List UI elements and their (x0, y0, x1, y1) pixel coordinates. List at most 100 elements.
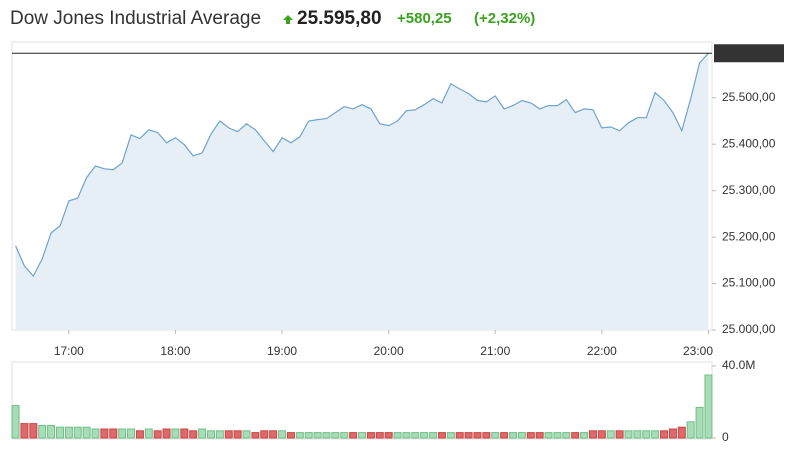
volume-bar (73, 426, 82, 439)
volume-bar (526, 432, 535, 439)
volume-bar (509, 432, 518, 439)
volume-bar (109, 428, 118, 439)
volume-bar (660, 430, 669, 439)
volume-bar (269, 430, 278, 439)
volume-bar (429, 432, 438, 439)
y-tick-label: 0 (722, 430, 729, 444)
volume-bar (82, 426, 91, 439)
y-tick-label: 40.0M (722, 358, 755, 372)
volume-bar (402, 432, 411, 439)
volume-bar (358, 432, 366, 439)
price: 25.595,80 (297, 8, 382, 29)
volume-bar (135, 430, 144, 439)
x-tick-label: 23:00 (683, 344, 713, 358)
x-tick-label: 17:00 (54, 344, 84, 358)
volume-bar (633, 430, 642, 439)
volume-bar (366, 432, 375, 439)
volume-bar (624, 430, 633, 439)
volume-bar (295, 432, 304, 439)
price-line (15, 52, 709, 278)
volume-bar (615, 430, 624, 439)
volume-bar (64, 426, 73, 439)
y-tick-label: 25.300,00 (722, 183, 776, 197)
volume-bar (242, 430, 251, 439)
x-tick-label: 20:00 (374, 344, 404, 358)
volume-bar (180, 428, 189, 439)
volume-bar (38, 424, 47, 439)
volume-bar (668, 428, 677, 439)
volume-bar (704, 374, 713, 439)
x-tick-label: 18:00 (160, 344, 190, 358)
volume-bar (482, 432, 491, 439)
title: Dow Jones Industrial Average (10, 8, 261, 29)
volume-bar (455, 432, 464, 439)
volume-bar (642, 430, 651, 439)
volume-bar (384, 432, 393, 439)
volume-bar (11, 405, 20, 439)
x-tick-label: 19:00 (267, 344, 297, 358)
volume-bar (473, 432, 482, 439)
volume-bar (606, 430, 615, 439)
change-percent: (+2,32%) (474, 10, 535, 27)
volume-bar (304, 432, 313, 439)
volume-bar (695, 406, 704, 439)
last-price-box (714, 44, 784, 63)
volume-bar (375, 432, 384, 439)
volume-bar (517, 432, 526, 439)
volume-bar (118, 428, 127, 439)
volume-bar (162, 428, 171, 439)
volume-bar (597, 430, 606, 439)
volume-bar (588, 430, 597, 439)
volume-bar (171, 428, 180, 439)
volume-bar (127, 428, 136, 439)
last-price-label: 25.595,80 (720, 46, 774, 60)
volume-bar (322, 432, 331, 439)
y-tick-label: 25.200,00 (722, 229, 776, 243)
volume-bar (437, 432, 446, 439)
volume-bar (446, 432, 455, 439)
volume-bar (260, 430, 269, 439)
volume-bar (224, 430, 233, 439)
volume-bar (278, 430, 287, 439)
y-tick-label: 25.400,00 (722, 136, 776, 150)
area-fill (15, 53, 709, 330)
volume-bar (313, 432, 322, 439)
x-tick-label: 21:00 (480, 344, 510, 358)
volume-bar (491, 432, 500, 439)
volume-bar (411, 432, 420, 439)
volume-bar (331, 432, 340, 439)
volume-bar (55, 426, 64, 439)
volume-bar (215, 430, 224, 439)
change: +580,25 (397, 10, 452, 27)
y-tick-label: 25.500,00 (722, 90, 776, 104)
volume-bar (393, 432, 402, 439)
volume-bar (91, 428, 100, 439)
volume-bar (29, 423, 38, 439)
x-tick-label: 22:00 (587, 344, 617, 358)
volume-bar (500, 432, 509, 439)
volume-bar (233, 430, 242, 439)
volume-bar (677, 426, 686, 439)
volume-bar (144, 428, 153, 439)
volume-bar (420, 432, 429, 439)
volume-bar (544, 432, 553, 439)
volume-bar (100, 428, 109, 439)
volume-bar (651, 430, 660, 439)
volume-bar (286, 432, 295, 439)
volume-bar (349, 432, 358, 439)
volume-bar (189, 430, 198, 439)
volume-bar (686, 421, 695, 439)
volume-bar (47, 424, 56, 439)
volume-bar (571, 432, 580, 439)
volume-bar (535, 432, 544, 439)
volume-bar (20, 423, 29, 439)
volume-frame (11, 361, 713, 440)
y-tick-label: 25.100,00 (722, 276, 776, 290)
volume-bar (580, 432, 589, 439)
volume-bar (340, 432, 349, 439)
volume-bar (562, 432, 571, 439)
up-arrow (283, 15, 293, 24)
volume-bar (553, 432, 562, 439)
volume-bar (153, 430, 162, 439)
